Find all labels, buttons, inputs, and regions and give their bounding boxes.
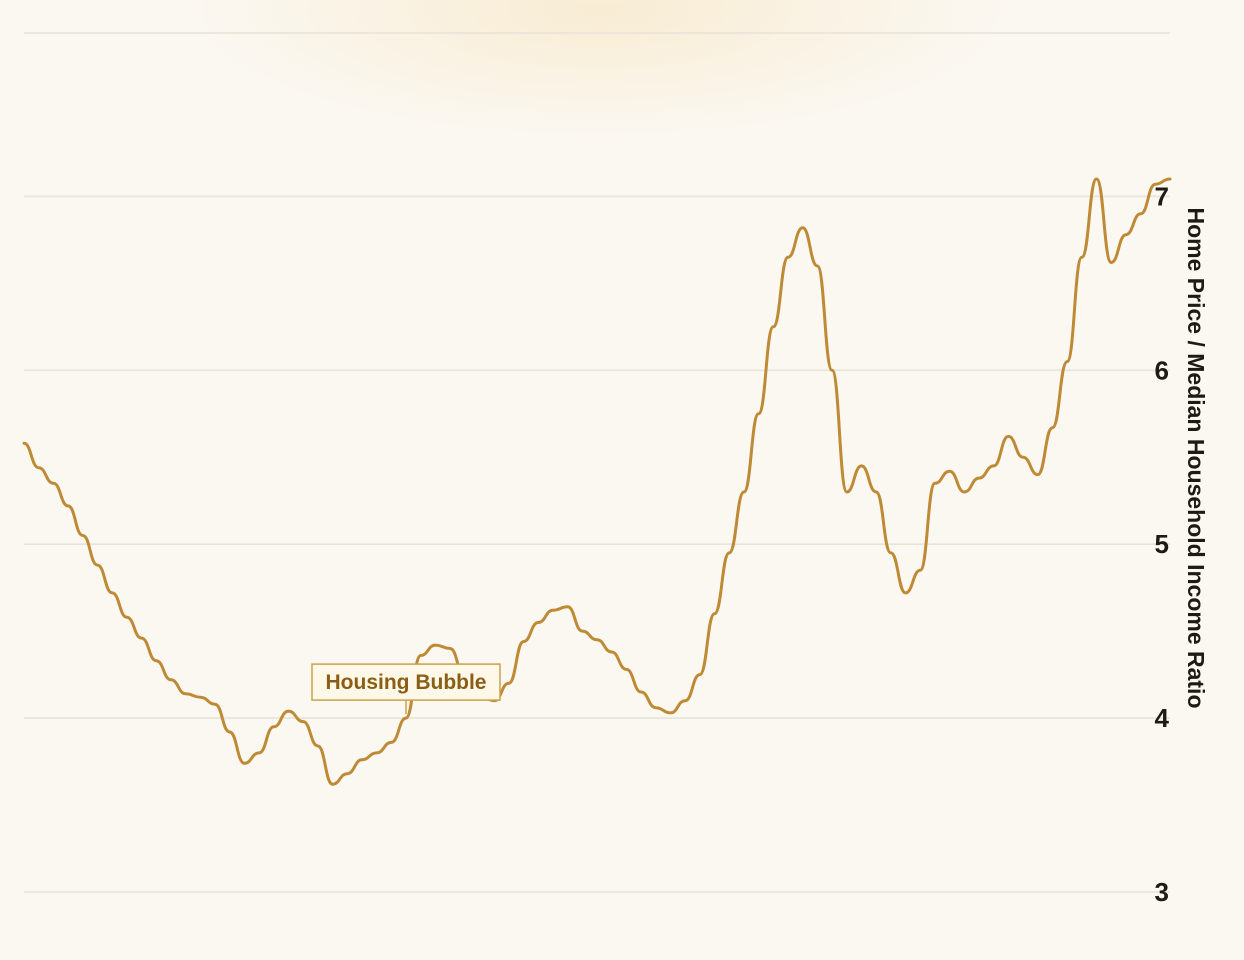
y-tick-labels: 3 4 5 6 7 xyxy=(1155,181,1170,907)
annotation-box xyxy=(311,663,501,701)
y-tick-label: 5 xyxy=(1155,529,1169,559)
y-tick-label: 3 xyxy=(1155,877,1169,907)
gridlines xyxy=(24,32,1170,893)
y-tick-label: 7 xyxy=(1155,181,1169,211)
annotation-group: Housing Bubble xyxy=(311,663,501,715)
y-tick-label: 4 xyxy=(1155,703,1170,733)
annotation-label: Housing Bubble xyxy=(326,671,487,694)
y-axis-title: Home Price / Median Household Income Rat… xyxy=(1183,208,1209,709)
series-line xyxy=(22,177,1172,786)
series-line-group xyxy=(22,177,1172,786)
y-tick-label: 6 xyxy=(1155,355,1169,385)
